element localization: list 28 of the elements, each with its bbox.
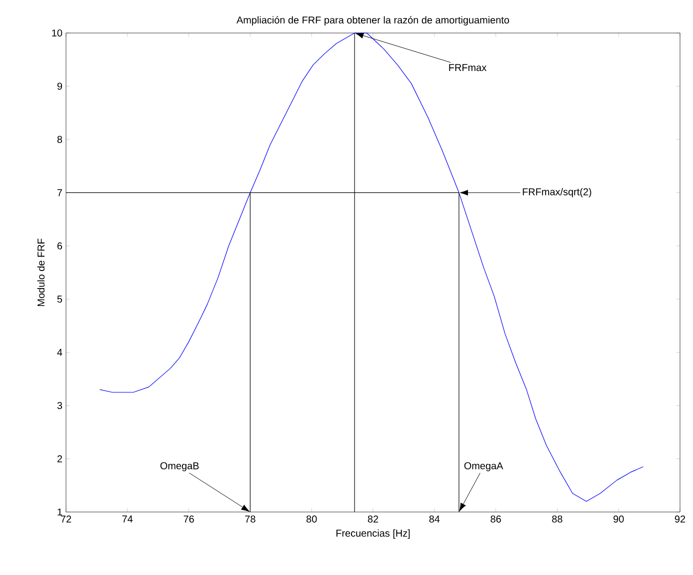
y-tick-label: 9 [57, 82, 62, 90]
y-tick-label: 2 [57, 455, 62, 462]
x-tick-label: 88 [552, 516, 562, 523]
y-axis-title: Modulo de FRF [37, 238, 45, 306]
y-tick-label: 3 [57, 402, 62, 410]
y-tick-label: 4 [57, 348, 62, 356]
x-tick-label: 80 [306, 516, 317, 523]
y-tick-label: 7 [57, 189, 62, 196]
x-tick-label: 72 [60, 516, 72, 522]
y-tick-label: 10 [52, 29, 62, 37]
x-tick-label: 90 [614, 516, 624, 523]
y-tick-label: 5 [57, 296, 62, 303]
x-tick-label: 86 [490, 516, 501, 523]
x-tick-label: 78 [245, 516, 256, 523]
annotation: OmegaB [160, 462, 199, 472]
annotation: OmegaA [464, 462, 504, 472]
x-tick-label: 76 [184, 516, 194, 523]
annotation: FRFmax/sqrt(2) [522, 188, 592, 198]
y-tick-label: 1 [58, 508, 62, 516]
y-tick-label: 6 [57, 242, 62, 250]
x-tick-label: 82 [368, 516, 378, 523]
x-axis-title: Frecuencias [Hz] [336, 529, 410, 539]
annotation: FRFmax [449, 64, 486, 72]
chart-title: Ampliación de FRF para obtener la razón de amortiguamiento [236, 16, 510, 26]
x-tick-label: 74 [122, 516, 133, 522]
x-tick-label: 92 [674, 516, 686, 523]
x-tick-label: 84 [429, 516, 440, 523]
y-tick-label: 8 [57, 136, 62, 143]
